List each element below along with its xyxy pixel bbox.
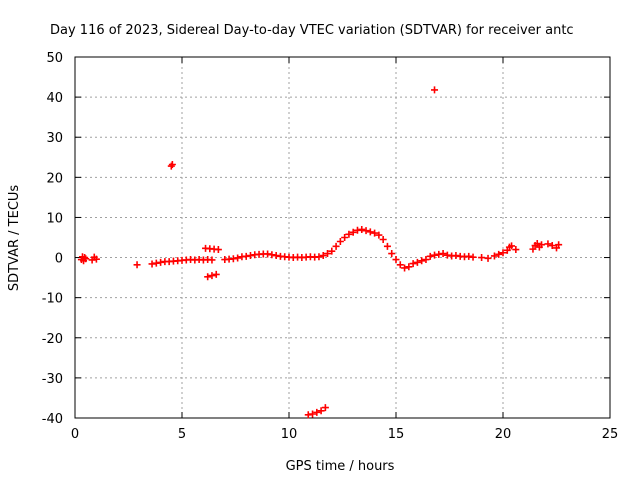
y-tick-label: -20 [42,332,63,347]
y-tick-label: 40 [46,91,63,106]
data-point [157,258,165,266]
data-point [490,252,498,260]
tick-layer [74,56,611,419]
data-point [229,255,237,263]
data-point [309,410,317,418]
y-tick-label: -40 [42,412,63,427]
y-tick-label: 10 [46,211,63,226]
data-point [512,246,520,254]
data-point [443,251,451,259]
data-point [422,256,430,264]
data-point [272,252,280,260]
data-point [379,236,387,244]
data-point [133,261,141,269]
y-tick-label: -10 [42,292,63,307]
data-point [409,260,417,268]
data-point [81,254,89,262]
data-point [431,251,439,259]
y-tick-label: 0 [55,252,63,267]
data-point [435,250,443,258]
data-point [168,160,176,168]
data-point [82,255,90,263]
data-point [362,227,370,235]
x-tick-label: 5 [178,427,186,442]
data-point [204,273,212,281]
data-point [332,242,340,250]
x-tick-label: 10 [281,427,298,442]
data-point [358,225,366,233]
data-point [92,255,100,263]
data-point [366,228,374,236]
data-point [304,411,312,419]
data-point [499,249,507,257]
x-tick-label: 15 [388,427,405,442]
chart-title: Day 116 of 2023, Sidereal Day-to-day VTE… [50,23,574,38]
data-point [508,242,516,250]
data-point [555,241,563,249]
plot-frame [74,56,611,419]
grid-layer [75,57,610,418]
y-axis-label: SDTVAR / TECUs [7,185,22,292]
data-point [324,250,332,258]
y-tick-label: -30 [42,372,63,387]
data-point [349,228,357,236]
data-point [392,256,400,264]
data-point [469,253,477,261]
data-point [371,229,379,237]
data-point [383,242,391,250]
data-point [317,407,325,415]
data-point [336,238,344,246]
data-point [152,259,160,267]
data-point [401,264,409,272]
data-point [268,251,276,259]
x-axis-label: GPS time / hours [286,459,395,474]
data-point [533,240,541,248]
y-tick-label: 20 [46,171,63,186]
data-point [212,270,220,278]
data-point [315,253,323,261]
data-point [388,250,396,258]
data-point [148,260,156,268]
data-point [246,252,254,260]
data-point [431,86,439,94]
tick-label-layer: 0 5 10 15 20 25 -40 -30 -20 -10 0 10 20 30 40 50 [42,51,619,442]
data-points [77,86,563,419]
x-tick-label: 20 [495,427,512,442]
data-point [548,242,556,250]
data-point [328,247,336,255]
x-tick-label: 25 [602,427,619,442]
data-point [418,257,426,265]
data-point [495,250,503,258]
x-tick-label: 0 [71,427,79,442]
data-point [321,404,329,412]
y-tick-label: 30 [46,131,63,146]
data-point [345,230,353,238]
data-point [208,256,216,264]
data-point [426,252,434,260]
data-point [341,234,349,241]
data-point [538,241,546,249]
data-point [234,254,242,262]
data-point [167,162,175,170]
data-point [319,252,327,260]
data-point [452,252,460,260]
data-point [413,258,421,266]
data-point [478,254,486,262]
data-point [214,246,222,254]
data-point [405,263,413,271]
data-point [242,252,250,260]
data-point [353,226,361,234]
data-point [208,272,216,280]
data-point [396,261,404,269]
data-point [264,250,272,258]
data-point [529,245,537,253]
data-point [439,250,447,258]
data-point [484,254,492,262]
y-tick-label: 50 [46,51,63,66]
data-point [544,240,552,248]
data-point [375,231,383,239]
data-point [313,408,321,416]
data-point [465,252,473,260]
